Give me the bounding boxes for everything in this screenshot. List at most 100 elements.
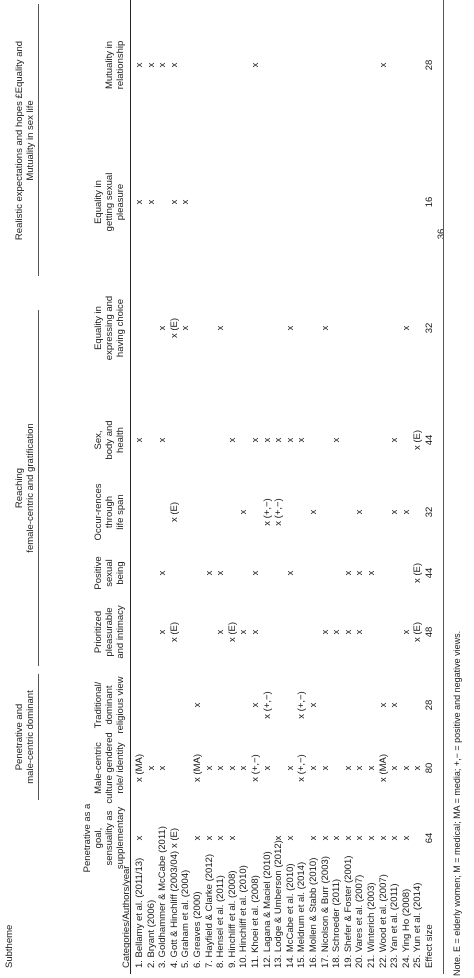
effect-size-value: 32 bbox=[424, 506, 435, 518]
row-label: 9. Hinchliff et al. (2008) bbox=[226, 870, 238, 968]
subtheme-label: Subtheme bbox=[4, 924, 15, 968]
table-cell: x bbox=[342, 765, 354, 771]
effect-size-value: 32 bbox=[424, 322, 435, 334]
table-cell: x bbox=[331, 629, 343, 635]
table-cell: x bbox=[238, 629, 250, 635]
table-cell: x bbox=[215, 835, 227, 841]
table-cell: x bbox=[389, 702, 401, 708]
row-label: 18. Schroeder (2011) bbox=[331, 878, 343, 968]
table-cell: x bbox=[157, 570, 169, 576]
table-cell: x bbox=[250, 702, 261, 708]
table-cell: x bbox=[308, 509, 319, 515]
group-underline-2 bbox=[38, 310, 39, 666]
row-label: 23. Yan et al. (2011) bbox=[389, 883, 401, 968]
group-header-1-line-2: male-centric dominant bbox=[25, 690, 36, 784]
table-cell: x (E) bbox=[412, 562, 424, 584]
column-header-9-line-2: getting sexual bbox=[104, 172, 115, 232]
effect-size-value: 16 bbox=[424, 196, 435, 208]
table-cell: x bbox=[226, 765, 238, 771]
table-cell: x (E) bbox=[412, 621, 424, 643]
effect-size-value: 28 bbox=[424, 59, 435, 71]
table-cell: x bbox=[238, 509, 250, 515]
table-cell: x bbox=[215, 629, 227, 635]
column-header-10-line-1: Mutuality in bbox=[104, 40, 115, 90]
group-header-3-line-2: Mutuality in sex life bbox=[25, 100, 36, 181]
table-cell: x bbox=[203, 570, 215, 576]
table-cell: x bbox=[215, 765, 227, 771]
table-cell: x (E) bbox=[168, 501, 180, 523]
group-header-2-line-1: Reaching bbox=[14, 467, 25, 509]
column-header-7-line-2: body and bbox=[104, 420, 115, 460]
row-label: 15. Meldrum et al. (2014) bbox=[296, 861, 308, 968]
table-cell: x bbox=[366, 765, 377, 771]
column-header-5-line-1: Positive bbox=[93, 556, 104, 590]
table-cell: x bbox=[192, 702, 203, 708]
table-cell: x bbox=[250, 570, 261, 576]
table-cell: x bbox=[238, 765, 250, 771]
effect-size-value: 44 bbox=[424, 434, 435, 446]
table-cell: x bbox=[134, 62, 145, 68]
table-cell: x bbox=[308, 765, 319, 771]
table-cell: x bbox=[389, 835, 401, 841]
table-cell: x bbox=[354, 570, 366, 576]
column-header-6-line-3: life span bbox=[115, 494, 126, 530]
column-header-9: Equality in getting sexual pleasure bbox=[40, 157, 126, 247]
table-cell: x bbox=[366, 835, 377, 841]
table-cell: x bbox=[284, 570, 296, 576]
row-label: 14. McCabe et al. (2010) bbox=[284, 863, 296, 968]
table-cell: x bbox=[377, 702, 389, 708]
row-label: 16. Mollen & Stabb (2010) bbox=[308, 857, 319, 968]
group-header-3: Realistic expectations and hopes £Equali… bbox=[2, 3, 36, 278]
table-cell: x (+,−) bbox=[250, 754, 261, 782]
table-cell: x bbox=[319, 325, 331, 331]
group-header-2: Reaching female-centric and gratification bbox=[2, 308, 36, 668]
header-bottom-rule bbox=[130, 0, 131, 974]
table-cell: x bbox=[273, 835, 285, 841]
table-cell: x bbox=[354, 509, 366, 515]
column-header-5-line-3: being bbox=[115, 561, 126, 585]
effect-size-value: 64 bbox=[424, 832, 435, 844]
table-cell: x bbox=[319, 765, 331, 771]
table-cell: x bbox=[296, 437, 308, 443]
table-cell: x bbox=[250, 629, 261, 635]
table-cell: x bbox=[157, 62, 169, 68]
effect-size-value: 44 bbox=[424, 567, 435, 579]
group-underline-1 bbox=[38, 674, 39, 800]
column-header-10-line-2: relationship bbox=[115, 40, 126, 90]
table-cell: x bbox=[168, 62, 180, 68]
row-label: 12. Lagana & Maciel (2010) bbox=[261, 851, 273, 968]
row-label: 11. Khoei et al. (2008) bbox=[250, 875, 261, 968]
table-cell: x bbox=[157, 765, 169, 771]
effect-size-value: 48 bbox=[424, 626, 435, 638]
column-header-3-line-3: religious view bbox=[115, 676, 126, 734]
table-cell: x bbox=[331, 835, 343, 841]
row-label: 19. Shefer & Foster (2001) bbox=[342, 855, 354, 968]
table-cell: x bbox=[366, 570, 377, 576]
table-cell: x bbox=[192, 835, 203, 841]
table-note: Note. E = elderly women; M = medical; MA… bbox=[452, 630, 462, 976]
table-cell: x bbox=[377, 835, 389, 841]
table-cell: x bbox=[157, 629, 169, 635]
group-effect-total: 36 bbox=[436, 228, 447, 240]
table-cell: x bbox=[261, 437, 273, 443]
table-cell: x bbox=[377, 62, 389, 68]
column-header-8-line-3: having choice bbox=[115, 298, 126, 358]
group-header-1: Penetrative and male-centric dominant bbox=[2, 672, 36, 802]
group-header-2-line-2: female-centric and gratification bbox=[25, 423, 36, 553]
table-cell: x bbox=[215, 325, 227, 331]
table-cell: x (E) bbox=[226, 621, 238, 643]
column-header-7: Sex, body and health bbox=[40, 395, 126, 485]
table-cell: x bbox=[308, 835, 319, 841]
column-header-6-line-1: Occur-rences bbox=[93, 483, 104, 541]
table-cell: x bbox=[250, 62, 261, 68]
table-cell: x bbox=[284, 325, 296, 331]
table-cell: x bbox=[400, 835, 412, 841]
row-label: 2. Bryant (2006) bbox=[145, 899, 157, 968]
table-cell: x bbox=[284, 835, 296, 841]
table-cell: x bbox=[400, 765, 412, 771]
table-cell: x bbox=[134, 835, 145, 841]
table-cell: x bbox=[226, 835, 238, 841]
table-cell: x bbox=[157, 437, 169, 443]
column-header-3-line-1: Traditional/ bbox=[93, 681, 104, 729]
table-cell: x (+,−) bbox=[273, 498, 285, 526]
